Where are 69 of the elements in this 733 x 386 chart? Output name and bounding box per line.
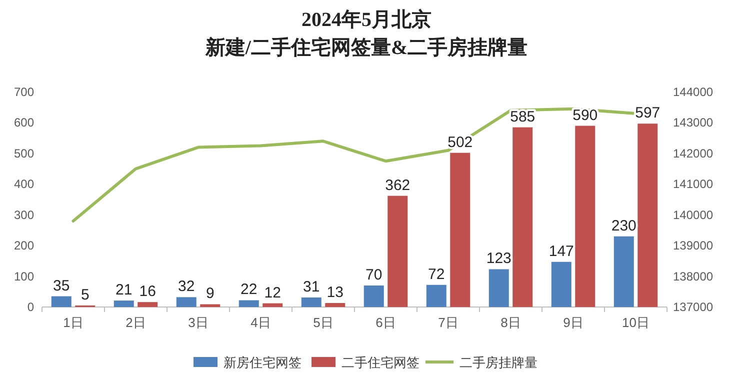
data-label: 16	[139, 283, 156, 300]
y-tick-label: 100	[14, 269, 34, 284]
x-tick-label: 5日	[313, 315, 334, 330]
y-tick-label: 300	[14, 208, 34, 222]
y2-tick-label: 142000	[673, 146, 714, 160]
bar	[488, 269, 509, 307]
data-label: 70	[366, 266, 382, 284]
data-label: 35	[53, 277, 70, 294]
x-tick-label: 8日	[500, 315, 521, 330]
chart-title: 2024年5月北京	[302, 8, 432, 31]
y2-tick-label: 141000	[673, 177, 714, 192]
y-tick-label: 200	[14, 238, 34, 253]
bar	[575, 126, 596, 307]
y2-tick-label: 137000	[673, 300, 714, 314]
y-tick-label: 500	[14, 146, 34, 160]
data-label: 21	[116, 282, 132, 299]
bar	[200, 304, 220, 307]
y2-tick-label: 138000	[673, 269, 714, 284]
data-label: 13	[326, 284, 344, 302]
data-label: 9	[206, 285, 214, 302]
bar	[426, 284, 446, 307]
bar	[450, 152, 470, 307]
bar	[551, 262, 572, 307]
bar	[114, 300, 134, 307]
x-tick-label: 1日	[63, 315, 84, 330]
data-label: 585	[510, 108, 536, 126]
legend-label: 二手住宅网签	[342, 355, 420, 370]
y2-tick-label: 144000	[673, 85, 714, 99]
chart-subtitle: 新建/二手住宅网签量&二手房挂牌量	[204, 36, 528, 59]
bar	[512, 127, 533, 307]
legend-label: 新房住宅网签	[224, 355, 302, 370]
x-tick-label: 9日	[563, 315, 584, 330]
data-label: 32	[178, 278, 195, 296]
data-label: 123	[486, 250, 512, 268]
data-label: 72	[428, 266, 445, 283]
bar	[325, 303, 346, 307]
bar	[176, 297, 196, 307]
x-tick-label: 6日	[376, 315, 396, 330]
x-tick-label: 3日	[188, 315, 208, 330]
data-label: 590	[572, 106, 598, 124]
bar	[388, 196, 408, 307]
bar	[238, 300, 259, 307]
data-label: 147	[548, 242, 574, 260]
y-tick-label: 400	[14, 177, 34, 192]
y2-tick-label: 139000	[673, 238, 714, 253]
bar	[262, 303, 283, 307]
bar	[301, 297, 322, 307]
x-tick-label: 10日	[622, 315, 650, 330]
bar	[638, 124, 658, 307]
y-tick-label: 0	[27, 300, 34, 314]
data-label: 22	[240, 281, 258, 298]
data-label: 230	[611, 217, 636, 234]
x-tick-label: 2日	[126, 315, 146, 330]
bar	[138, 302, 158, 307]
bar	[364, 286, 384, 307]
y2-tick-label: 140000	[673, 208, 714, 222]
legend-label: 二手房挂牌量	[460, 355, 538, 370]
bar	[614, 236, 634, 307]
data-label: 12	[264, 284, 281, 302]
data-label: 597	[635, 104, 660, 122]
y-tick-label: 600	[14, 116, 34, 130]
data-label: 362	[385, 176, 410, 194]
x-tick-label: 7日	[438, 315, 458, 330]
x-tick-label: 4日	[250, 315, 271, 330]
y2-tick-label: 143000	[673, 116, 714, 130]
bar	[51, 296, 72, 307]
y-tick-label: 700	[14, 85, 34, 99]
data-label: 31	[303, 278, 320, 296]
data-label: 5	[80, 286, 90, 304]
